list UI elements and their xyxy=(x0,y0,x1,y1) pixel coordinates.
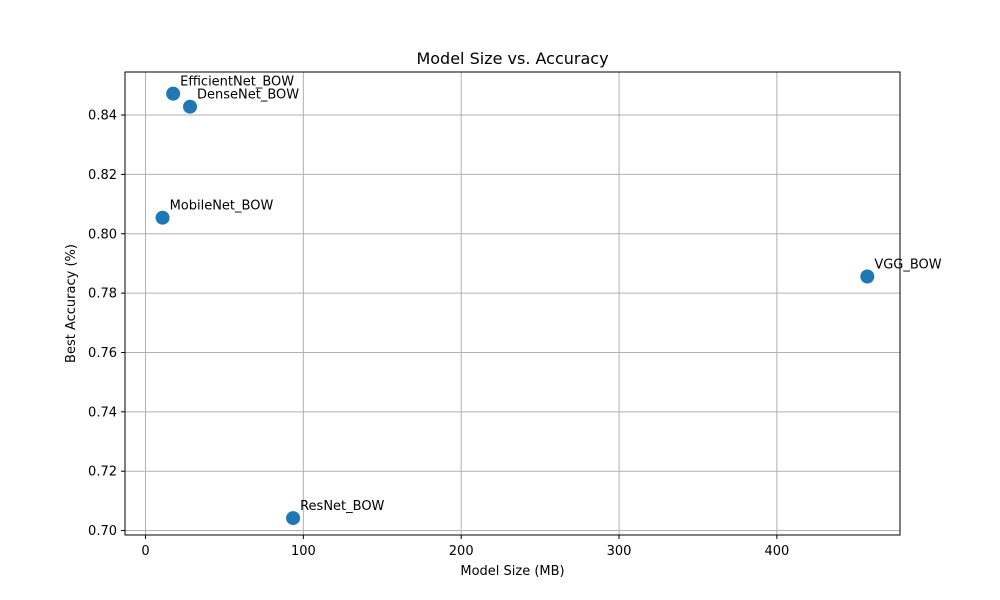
grid xyxy=(125,72,900,535)
x-tick-label: 100 xyxy=(291,544,316,559)
data-point xyxy=(286,511,301,526)
chart-title: Model Size vs. Accuracy xyxy=(416,49,608,68)
data-point xyxy=(166,86,181,101)
data-point-label: ResNet_BOW xyxy=(300,499,384,514)
y-tick-label: 0.80 xyxy=(88,227,117,242)
data-point xyxy=(860,269,875,284)
x-tick-label: 300 xyxy=(607,544,632,559)
y-tick-label: 0.82 xyxy=(88,168,117,183)
data-points xyxy=(155,86,875,526)
plot-frame xyxy=(124,71,901,536)
y-tick-label: 0.72 xyxy=(88,465,117,480)
data-point-label: DenseNet_BOW xyxy=(197,88,299,103)
x-tick-label: 200 xyxy=(449,544,474,559)
y-axis-ticks: 0.70 0.72 0.74 0.76 0.78 0.80 0.82 0.84 xyxy=(88,109,125,539)
data-point xyxy=(183,99,198,114)
y-tick-label: 0.84 xyxy=(88,109,117,124)
y-tick-label: 0.74 xyxy=(88,405,117,420)
y-tick-label: 0.78 xyxy=(88,287,117,302)
x-tick-label: 0 xyxy=(141,544,149,559)
data-point-label: EfficientNet_BOW xyxy=(180,75,294,90)
data-point-label: VGG_BOW xyxy=(874,257,941,272)
x-axis-ticks: 0 100 200 300 400 xyxy=(141,535,789,559)
x-tick-label: 400 xyxy=(764,544,789,559)
y-axis-label: Best Accuracy (%) xyxy=(64,244,79,363)
x-axis-label: Model Size (MB) xyxy=(460,564,564,579)
data-point xyxy=(155,210,170,225)
y-tick-label: 0.70 xyxy=(88,524,117,539)
data-point-label: MobileNet_BOW xyxy=(170,199,274,214)
y-tick-label: 0.76 xyxy=(88,346,117,361)
